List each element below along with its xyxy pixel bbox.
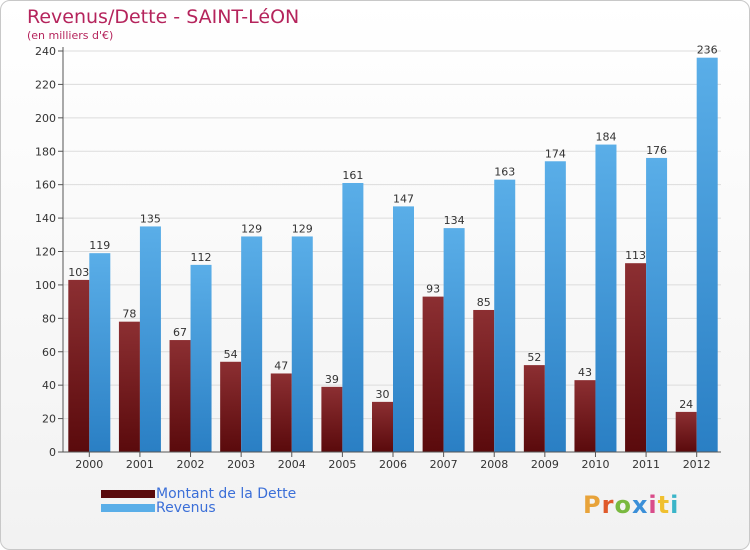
bar-debt — [473, 309, 495, 452]
logo-letter: P — [583, 491, 602, 519]
y-tick-label: 0 — [49, 446, 56, 459]
y-tick-label: 40 — [42, 379, 56, 392]
x-tick-label: 2009 — [531, 458, 559, 471]
x-tick-label: 2011 — [632, 458, 660, 471]
data-label: 24 — [679, 398, 693, 411]
x-tick-label: 2007 — [430, 458, 458, 471]
data-label: 52 — [527, 351, 541, 364]
data-label: 119 — [89, 239, 110, 252]
logo-letter: i — [670, 491, 680, 519]
data-label: 129 — [241, 222, 262, 235]
data-label: 236 — [697, 44, 718, 57]
data-label: 113 — [625, 249, 646, 262]
data-label: 54 — [224, 348, 238, 361]
bar-debt — [220, 361, 242, 452]
data-label: 93 — [426, 283, 440, 296]
bar-revenue — [139, 226, 161, 452]
y-tick-label: 220 — [35, 78, 56, 91]
bar-debt — [118, 321, 140, 452]
x-tick-label: 2006 — [379, 458, 407, 471]
chart-subtitle: (en milliers d'€) — [27, 29, 114, 42]
legend-swatch-revenue — [101, 504, 155, 512]
data-label: 112 — [191, 251, 212, 264]
bar-debt — [523, 365, 545, 452]
logo-letter: x — [631, 491, 649, 519]
y-tick-label: 20 — [42, 413, 56, 426]
legend-label-revenue: Revenus — [156, 500, 216, 516]
y-tick-label: 240 — [35, 45, 56, 58]
x-tick-label: 2001 — [126, 458, 154, 471]
bar-revenue — [89, 253, 111, 452]
y-tick-label: 100 — [35, 279, 56, 292]
bar-revenue — [342, 182, 364, 452]
y-tick-label: 140 — [35, 212, 56, 225]
y-tick-label: 120 — [35, 246, 56, 259]
data-label: 147 — [393, 192, 414, 205]
bar-revenue — [494, 179, 516, 452]
bar-revenue — [241, 236, 263, 452]
bar-debt — [169, 340, 191, 452]
grid-lines — [63, 50, 721, 453]
bar-revenue — [291, 236, 313, 452]
data-label: 184 — [595, 131, 616, 144]
data-label: 176 — [646, 144, 667, 157]
y-tick-label: 80 — [42, 312, 56, 325]
data-label: 103 — [68, 266, 89, 279]
y-tick-label: 180 — [35, 145, 56, 158]
bars — [68, 57, 718, 453]
x-tick-label: 2012 — [683, 458, 711, 471]
bar-debt — [321, 386, 343, 452]
x-tick-label: 2008 — [480, 458, 508, 471]
data-label: 43 — [578, 366, 592, 379]
bar-revenue — [696, 57, 718, 452]
legend-swatch-debt — [101, 490, 155, 498]
bar-debt — [68, 279, 90, 452]
bar-revenue — [646, 157, 668, 452]
data-label: 30 — [376, 388, 390, 401]
x-tick-label: 2005 — [328, 458, 356, 471]
data-label: 78 — [122, 308, 136, 321]
data-label: 163 — [494, 166, 515, 179]
bar-revenue — [190, 264, 212, 452]
data-label: 47 — [274, 359, 288, 372]
chart-title: Revenus/Dette - SAINT-LéON — [27, 6, 300, 28]
y-tick-label: 60 — [42, 346, 56, 359]
logo-letter: i — [648, 491, 658, 519]
x-tick-label: 2002 — [177, 458, 205, 471]
y-tick-label: 200 — [35, 112, 56, 125]
bar-debt — [625, 263, 647, 452]
bar-debt — [675, 411, 697, 452]
x-tick-label: 2003 — [227, 458, 255, 471]
proxiti-logo: Proxiti — [583, 491, 679, 519]
x-tick-label: 2000 — [75, 458, 103, 471]
data-label: 39 — [325, 373, 339, 386]
data-label: 161 — [342, 169, 363, 182]
bar-revenue — [544, 161, 566, 452]
bar-debt — [422, 296, 444, 452]
x-tick-label: 2010 — [581, 458, 609, 471]
data-label: 134 — [444, 214, 465, 227]
y-axis: 0 20 40 60 80 100 120 140 160 180 200 220 240 — [35, 45, 64, 459]
data-label: 67 — [173, 326, 187, 339]
y-tick-label: 160 — [35, 179, 56, 192]
logo-letter: t — [657, 491, 671, 519]
data-label: 174 — [545, 147, 566, 160]
legend-label-debt: Montant de la Dette — [156, 486, 297, 502]
bar-debt — [372, 401, 393, 452]
bar-revenue — [393, 206, 414, 452]
x-tick-label: 2004 — [278, 458, 306, 471]
data-label: 135 — [140, 212, 161, 225]
data-label: 129 — [292, 222, 313, 235]
data-label: 85 — [477, 296, 491, 309]
bar-revenue — [595, 144, 617, 453]
bar-debt — [270, 373, 292, 452]
logo-letter: r — [601, 491, 615, 519]
bar-revenue — [443, 228, 465, 452]
data-labels: 103 119 78 135 67 112 54 129 47 129 39 161 30 147 93 13… — [68, 44, 717, 411]
bar-debt — [574, 380, 596, 452]
logo-letter: o — [614, 491, 632, 519]
x-axis: 2000 2001 2002 2003 2004 2005 2006 2007 2008 2009… — [63, 451, 721, 471]
